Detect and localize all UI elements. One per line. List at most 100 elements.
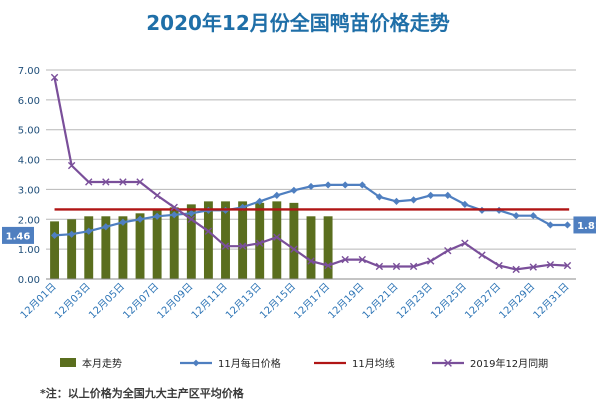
- bar: [67, 219, 77, 279]
- x-tick-label: 12月19日: [326, 281, 367, 322]
- x-tick-label: 12月23日: [394, 281, 435, 322]
- x-tick-label: 12月11日: [189, 281, 230, 322]
- y-tick-label: 4.00: [18, 156, 40, 167]
- bar: [101, 216, 111, 279]
- point-marker: [563, 261, 572, 270]
- value-callout-box: [2, 226, 34, 244]
- y-tick-label: 2.00: [18, 215, 40, 226]
- point-marker: [273, 191, 281, 199]
- point-marker: [512, 265, 520, 274]
- point-marker: [358, 255, 366, 264]
- point-marker: [68, 230, 76, 238]
- chart-title: 2020年12月份全国鸭苗价格走势: [146, 11, 450, 35]
- point-marker: [67, 161, 76, 170]
- point-marker: [290, 245, 298, 253]
- point-marker: [444, 191, 452, 199]
- x-tick-label: 12月05日: [86, 281, 127, 322]
- x-tick-label: 12月21日: [360, 281, 401, 322]
- point-marker: [409, 196, 418, 204]
- point-marker: [170, 211, 178, 219]
- point-marker: [307, 182, 315, 191]
- bar: [50, 221, 59, 279]
- x-tick-label: 12月01日: [18, 281, 59, 322]
- point-marker: [187, 209, 195, 217]
- point-marker: [85, 178, 93, 186]
- x-tick-label: 12月09日: [155, 281, 196, 322]
- legend-swatch: [60, 358, 76, 367]
- point-marker: [85, 227, 93, 235]
- bar-series: [50, 201, 333, 279]
- y-tick-label: 7.00: [18, 66, 40, 77]
- x-tick-label: 12月25日: [428, 281, 469, 322]
- x-tick-label: 12月07日: [121, 281, 162, 322]
- legend: 本月走势 11月每日价格 11月均线 2019年12月同期: [60, 357, 548, 370]
- point-marker: [529, 263, 537, 271]
- point-marker: [50, 231, 59, 240]
- legend-label: 2019年12月同期: [470, 357, 548, 370]
- point-marker: [392, 262, 401, 271]
- point-marker: [341, 255, 349, 264]
- point-marker: [324, 261, 332, 270]
- point-marker: [204, 227, 213, 235]
- point-marker: [478, 251, 486, 259]
- point-marker: [102, 223, 110, 231]
- x-tick-label: 12月31日: [531, 281, 572, 322]
- point-marker: [444, 246, 452, 255]
- x-tick-label: 12月27日: [463, 281, 504, 322]
- point-marker: [136, 178, 144, 186]
- point-marker: [290, 186, 298, 194]
- legend-item: 2019年12月同期: [432, 357, 548, 370]
- point-marker: [392, 197, 401, 205]
- legend-item: 本月走势: [60, 357, 122, 370]
- point-marker: [563, 221, 572, 229]
- bar: [221, 201, 230, 279]
- bar: [169, 207, 179, 279]
- point-marker: [170, 203, 178, 212]
- point-marker: [461, 239, 469, 247]
- bar: [255, 202, 265, 279]
- point-marker: [50, 73, 59, 82]
- point-marker: [324, 181, 332, 189]
- point-marker: [375, 193, 383, 201]
- point-marker: [512, 212, 520, 220]
- bar: [186, 204, 196, 279]
- point-marker: [358, 181, 366, 189]
- point-marker: [187, 215, 196, 223]
- bar: [84, 216, 94, 279]
- legend-item: 11月均线: [314, 357, 395, 370]
- point-marker: [307, 257, 315, 265]
- value-callout-box: [573, 216, 596, 234]
- point-marker: [119, 178, 127, 186]
- point-marker: [153, 191, 161, 200]
- y-tick-label: 0.00: [18, 275, 40, 286]
- y-tick-label: 6.00: [18, 96, 40, 107]
- bar: [306, 216, 316, 279]
- bar: [238, 201, 248, 279]
- y-tick-label: 5.00: [18, 126, 40, 137]
- point-marker: [136, 215, 144, 223]
- point-marker: [427, 191, 435, 199]
- point-marker: [495, 261, 503, 270]
- point-marker: [409, 262, 418, 271]
- point-marker: [529, 212, 537, 220]
- line-series: [50, 73, 572, 274]
- legend-marker: [444, 359, 452, 367]
- point-marker: [273, 233, 281, 241]
- value-callout-label: 1.46: [6, 231, 31, 242]
- point-marker: [119, 218, 127, 226]
- point-marker: [546, 221, 554, 229]
- bar: [152, 210, 162, 279]
- bar: [272, 201, 282, 279]
- value-callouts: 1.46 1.81: [2, 216, 596, 244]
- point-marker: [546, 260, 555, 269]
- point-marker: [375, 262, 384, 271]
- bar: [135, 213, 145, 279]
- legend-marker: [192, 359, 200, 367]
- point-marker: [153, 212, 161, 220]
- point-marker: [461, 200, 469, 208]
- y-tick-label: 3.00: [18, 185, 40, 196]
- point-marker: [221, 242, 230, 250]
- point-marker: [102, 178, 110, 186]
- bar: [289, 202, 299, 279]
